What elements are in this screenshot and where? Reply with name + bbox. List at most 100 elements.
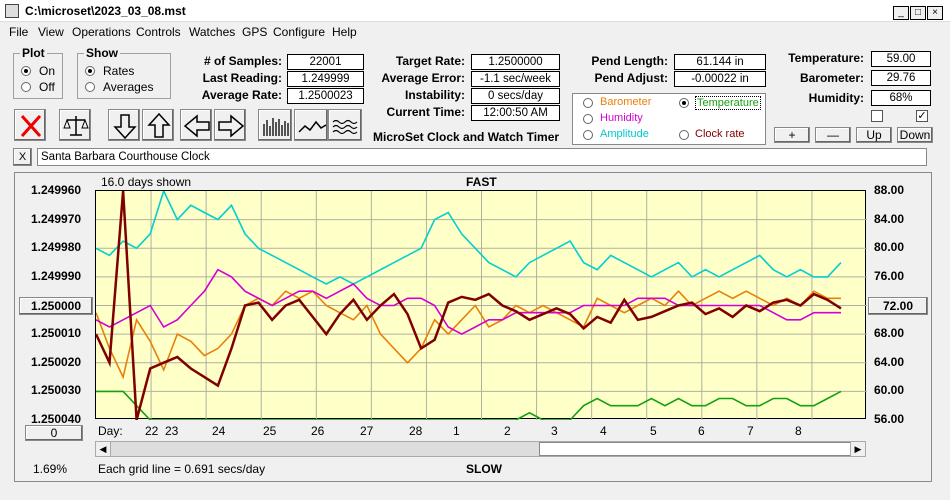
menu-controls[interactable]: Controls [136, 25, 181, 39]
show-rates-radio[interactable] [85, 66, 95, 76]
temperature-label: Temperature: [788, 51, 864, 65]
clock-name-field[interactable]: Santa Barbara Courthouse Clock [37, 148, 927, 166]
pend-length-label: Pend Length: [591, 54, 668, 68]
left-tick-label: 1.250010 [31, 326, 82, 341]
down-button[interactable]: Down [897, 127, 933, 143]
clockrate-radio[interactable] [679, 130, 689, 140]
right-tick-label: 84.00 [874, 211, 905, 226]
menu-configure[interactable]: Configure [273, 25, 326, 39]
day-tick-label: 24 [212, 424, 226, 438]
left-tick-label: 1.249980 [31, 240, 82, 255]
menu-file[interactable]: File [9, 25, 29, 39]
target-rate-field[interactable]: 1.2500000 [471, 54, 560, 70]
scroll-track[interactable] [111, 442, 539, 456]
right-tick-label: 56.00 [874, 412, 905, 426]
menu-operations[interactable]: Operations [72, 25, 131, 39]
average-rate-field: 1.2500023 [287, 88, 364, 104]
samples-field: 22001 [287, 54, 364, 70]
humidity-field: 68% [871, 90, 931, 106]
slow-label: SLOW [466, 462, 502, 476]
day-tick-label: 27 [360, 424, 374, 438]
average-error-field: -1.1 sec/week [471, 71, 560, 87]
last-reading-label: Last Reading: [202, 71, 282, 85]
day-tick-label: 6 [698, 424, 705, 438]
current-time-field: 12:00:50 AM [471, 105, 560, 121]
day-tick-label: 1 [453, 424, 460, 438]
day-tick-label: 5 [650, 424, 657, 438]
minimize-button[interactable]: _ [893, 6, 909, 20]
right-tick-label: 60.00 [874, 383, 905, 398]
horizontal-scrollbar[interactable]: ◀ ▶ [95, 441, 866, 457]
amplitude-radio-label: Amplitude [600, 128, 649, 140]
line-view-button[interactable] [294, 109, 328, 141]
days-shown-label: 16.0 days shown [101, 175, 192, 189]
plot-on-label: On [39, 64, 56, 78]
instability-label: Instability: [404, 88, 465, 102]
right-tick-label: 88.00 [874, 183, 905, 197]
stop-x-icon [20, 114, 42, 138]
average-error-label: Average Error: [381, 71, 465, 85]
bar-graph-icon [263, 118, 289, 136]
wave-view-button[interactable] [328, 109, 362, 141]
option-checkbox-1[interactable] [871, 110, 883, 122]
barometer-radio[interactable] [583, 98, 593, 108]
left-tick-label: 1.250030 [31, 383, 82, 398]
day-tick-label: 4 [600, 424, 607, 438]
target-rate-label: Target Rate: [395, 54, 465, 68]
menu-view[interactable]: View [38, 25, 64, 39]
minus-button[interactable]: — [815, 127, 851, 143]
scroll-thumb[interactable] [539, 442, 851, 456]
scroll-right-arrow[interactable]: ▶ [850, 442, 865, 456]
samples-label: # of Samples: [203, 54, 282, 68]
menu-watches[interactable]: Watches [189, 25, 236, 39]
scroll-left-button[interactable] [180, 109, 212, 141]
plot-group-title: Plot [20, 46, 47, 60]
menu-gps[interactable]: GPS [242, 25, 268, 39]
arrow-right-icon [218, 114, 245, 138]
stop-button[interactable] [14, 109, 46, 141]
up-button[interactable]: Up [856, 127, 892, 143]
close-clock-button[interactable]: X [13, 148, 32, 166]
chart-panel [14, 172, 932, 482]
balance-button[interactable] [59, 109, 91, 141]
humidity-label: Humidity: [808, 91, 864, 105]
left-center-button[interactable]: 1.250000 [19, 297, 93, 315]
day-tick-label: 26 [311, 424, 325, 438]
left-tick-label: 1.250040 [31, 412, 82, 426]
day-tick-label: 28 [409, 424, 423, 438]
line-graph-icon [298, 120, 327, 133]
close-window-button[interactable]: × [927, 6, 943, 20]
scroll-left-arrow[interactable]: ◀ [96, 442, 111, 456]
balance-scale-icon [63, 116, 89, 136]
day-tick-label: 23 [165, 424, 179, 438]
show-averages-radio[interactable] [85, 82, 95, 92]
right-center-button[interactable]: 72.00 [868, 297, 928, 315]
humidity-radio[interactable] [583, 114, 593, 124]
plot-off-radio[interactable] [21, 82, 31, 92]
right-tick-label: 64.00 [874, 354, 905, 369]
day-tick-label: 8 [795, 424, 802, 438]
scroll-down-button[interactable] [108, 109, 140, 141]
maximize-button[interactable]: □ [910, 6, 926, 20]
plot-on-radio[interactable] [21, 66, 31, 76]
temperature-series-line [96, 390, 842, 420]
pend-adjust-label: Pend Adjust: [594, 71, 668, 85]
temperature-radio[interactable] [679, 98, 689, 108]
bar-view-button[interactable] [258, 109, 292, 141]
scroll-right-button[interactable] [214, 109, 246, 141]
plus-button[interactable]: + [774, 127, 810, 143]
amplitude-radio[interactable] [583, 130, 593, 140]
last-reading-field: 1.249999 [287, 71, 364, 87]
zero-button[interactable]: 0 [25, 425, 83, 441]
fast-label: FAST [466, 175, 497, 189]
plot-area [95, 190, 867, 420]
temperature-radio-label: Temperature [695, 96, 761, 110]
left-tick-label: 1.249970 [31, 211, 82, 226]
option-checkbox-2[interactable]: ✓ [916, 110, 928, 122]
day-tick-label: 22 [145, 424, 159, 438]
humidity-radio-label: Humidity [600, 112, 643, 124]
pend-length-field: 61.144 in [674, 54, 766, 70]
menu-help[interactable]: Help [332, 25, 357, 39]
clockrate-radio-label: Clock rate [695, 128, 745, 140]
scroll-up-button[interactable] [142, 109, 174, 141]
